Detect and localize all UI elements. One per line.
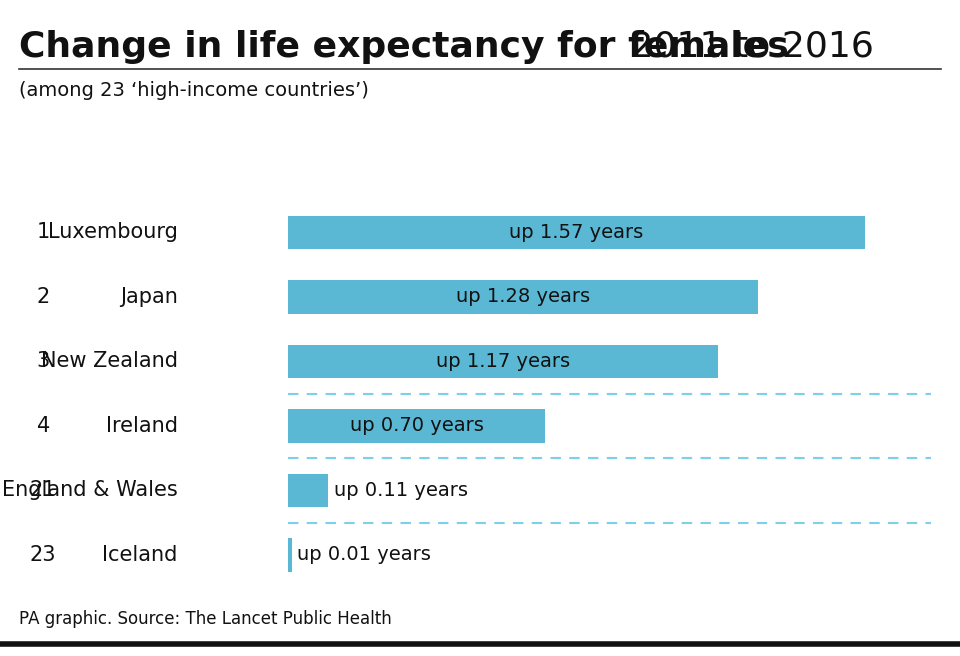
Text: up 0.11 years: up 0.11 years [334,481,468,500]
Text: up 0.01 years: up 0.01 years [298,545,431,564]
Text: up 1.17 years: up 1.17 years [436,352,570,371]
Text: New Zealand: New Zealand [40,352,178,371]
Bar [288,409,545,443]
Bar [288,216,865,249]
Bar [288,280,758,314]
Text: 1: 1 [36,222,50,242]
Text: up 1.28 years: up 1.28 years [456,287,590,306]
Bar [288,344,718,378]
Text: PA graphic. Source: The Lancet Public Health: PA graphic. Source: The Lancet Public He… [19,610,392,628]
Text: (among 23 ‘high-income countries’): (among 23 ‘high-income countries’) [19,81,369,100]
Text: England & Wales: England & Wales [2,480,178,501]
Text: Luxembourg: Luxembourg [48,222,178,242]
Text: 4: 4 [36,416,50,436]
Bar [288,474,328,507]
Text: 23: 23 [30,545,57,565]
Text: Change in life expectancy for females: Change in life expectancy for females [19,30,789,64]
Text: 2011 to 2016: 2011 to 2016 [619,30,874,64]
Text: 3: 3 [36,352,50,371]
Text: 21: 21 [30,480,57,501]
Text: 2: 2 [36,287,50,307]
Text: up 1.57 years: up 1.57 years [510,223,643,242]
Text: Ireland: Ireland [106,416,178,436]
Bar [288,538,292,571]
Text: Japan: Japan [120,287,178,307]
Text: up 0.70 years: up 0.70 years [349,417,484,436]
Text: Iceland: Iceland [102,545,178,565]
